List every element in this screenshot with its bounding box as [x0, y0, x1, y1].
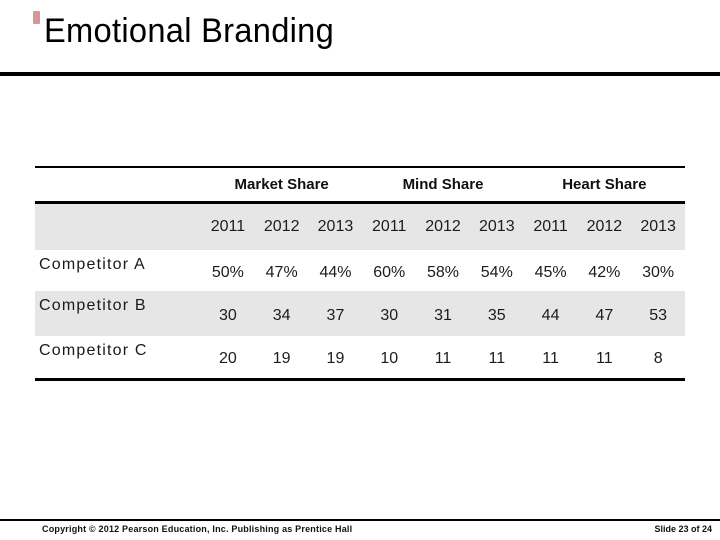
slide-number: Slide 23 of 24: [654, 524, 712, 534]
year-header: 2012: [586, 218, 623, 235]
table-cell: 47%: [265, 263, 298, 281]
table-cell: 58%: [427, 263, 460, 281]
year-header: 2011: [372, 218, 407, 235]
table-cell: 54%: [480, 263, 513, 281]
table-cell: 10: [380, 350, 399, 367]
year-header: 2012: [263, 218, 300, 235]
accent-mark: [33, 11, 40, 24]
table-cell: 20: [218, 350, 237, 367]
table-cell: 8: [653, 350, 663, 367]
table-cell: 53: [649, 306, 668, 324]
table-bottom-border: [35, 378, 685, 381]
table-cell: 35: [487, 306, 506, 324]
table-cell: 30: [380, 306, 399, 324]
copyright-text: Copyright © 2012 Pearson Education, Inc.…: [42, 524, 353, 534]
table-cell: 47: [595, 306, 614, 324]
table-cell: 45%: [534, 263, 567, 281]
year-header: 2011: [533, 218, 568, 235]
table-cell: 44%: [319, 263, 352, 281]
table-cell: 11: [542, 350, 559, 367]
shares-table: Market Share Mind Share Heart Share 2011…: [35, 166, 685, 381]
table-row-competitor-a: Competitor A 50% 47% 44% 60% 58% 54% 45%…: [35, 250, 685, 291]
table-row-competitor-b: Competitor B 30 34 37 30 31 35 44 47 53: [35, 291, 685, 336]
year-header: 2013: [640, 218, 676, 235]
row-label: Competitor A: [39, 256, 146, 273]
footer-divider: [0, 519, 720, 521]
table-cell: 37: [326, 306, 345, 324]
year-header: 2013: [479, 218, 515, 235]
table-group-header-row: Market Share Mind Share Heart Share: [35, 168, 685, 201]
table-cell: 11: [596, 350, 613, 367]
group-header-mind-share: Mind Share: [402, 176, 484, 193]
row-label: Competitor C: [39, 342, 148, 359]
table-row-competitor-c: Competitor C 20 19 19 10 11 11 11 11 8: [35, 336, 685, 378]
group-header-heart-share: Heart Share: [562, 176, 647, 193]
table-cell: 31: [434, 306, 452, 324]
table-cell: 30: [218, 306, 237, 324]
table-cell: 34: [272, 306, 291, 324]
table-cell: 60%: [373, 263, 406, 281]
year-header: 2011: [210, 218, 246, 235]
table-top-border: [35, 166, 685, 168]
table-cell: 30%: [642, 263, 675, 281]
table-cell: 19: [326, 350, 345, 367]
table-header-divider: [35, 201, 685, 204]
table-year-header-row: 2011 2012 2013 2011 2012 2013 2011 2012 …: [35, 204, 685, 250]
table-cell: 19: [272, 350, 291, 367]
group-header-market-share: Market Share: [234, 176, 329, 193]
year-header: 2012: [425, 218, 461, 235]
table-cell: 44: [541, 306, 560, 324]
page-title: Emotional Branding: [44, 12, 335, 50]
year-header: 2013: [317, 218, 354, 235]
row-label: Competitor B: [39, 297, 147, 314]
table-cell: 11: [434, 350, 452, 367]
title-divider: [0, 72, 720, 76]
table-cell: 11: [488, 350, 506, 367]
table-cell: 42%: [588, 263, 621, 281]
table-cell: 50%: [211, 263, 244, 281]
